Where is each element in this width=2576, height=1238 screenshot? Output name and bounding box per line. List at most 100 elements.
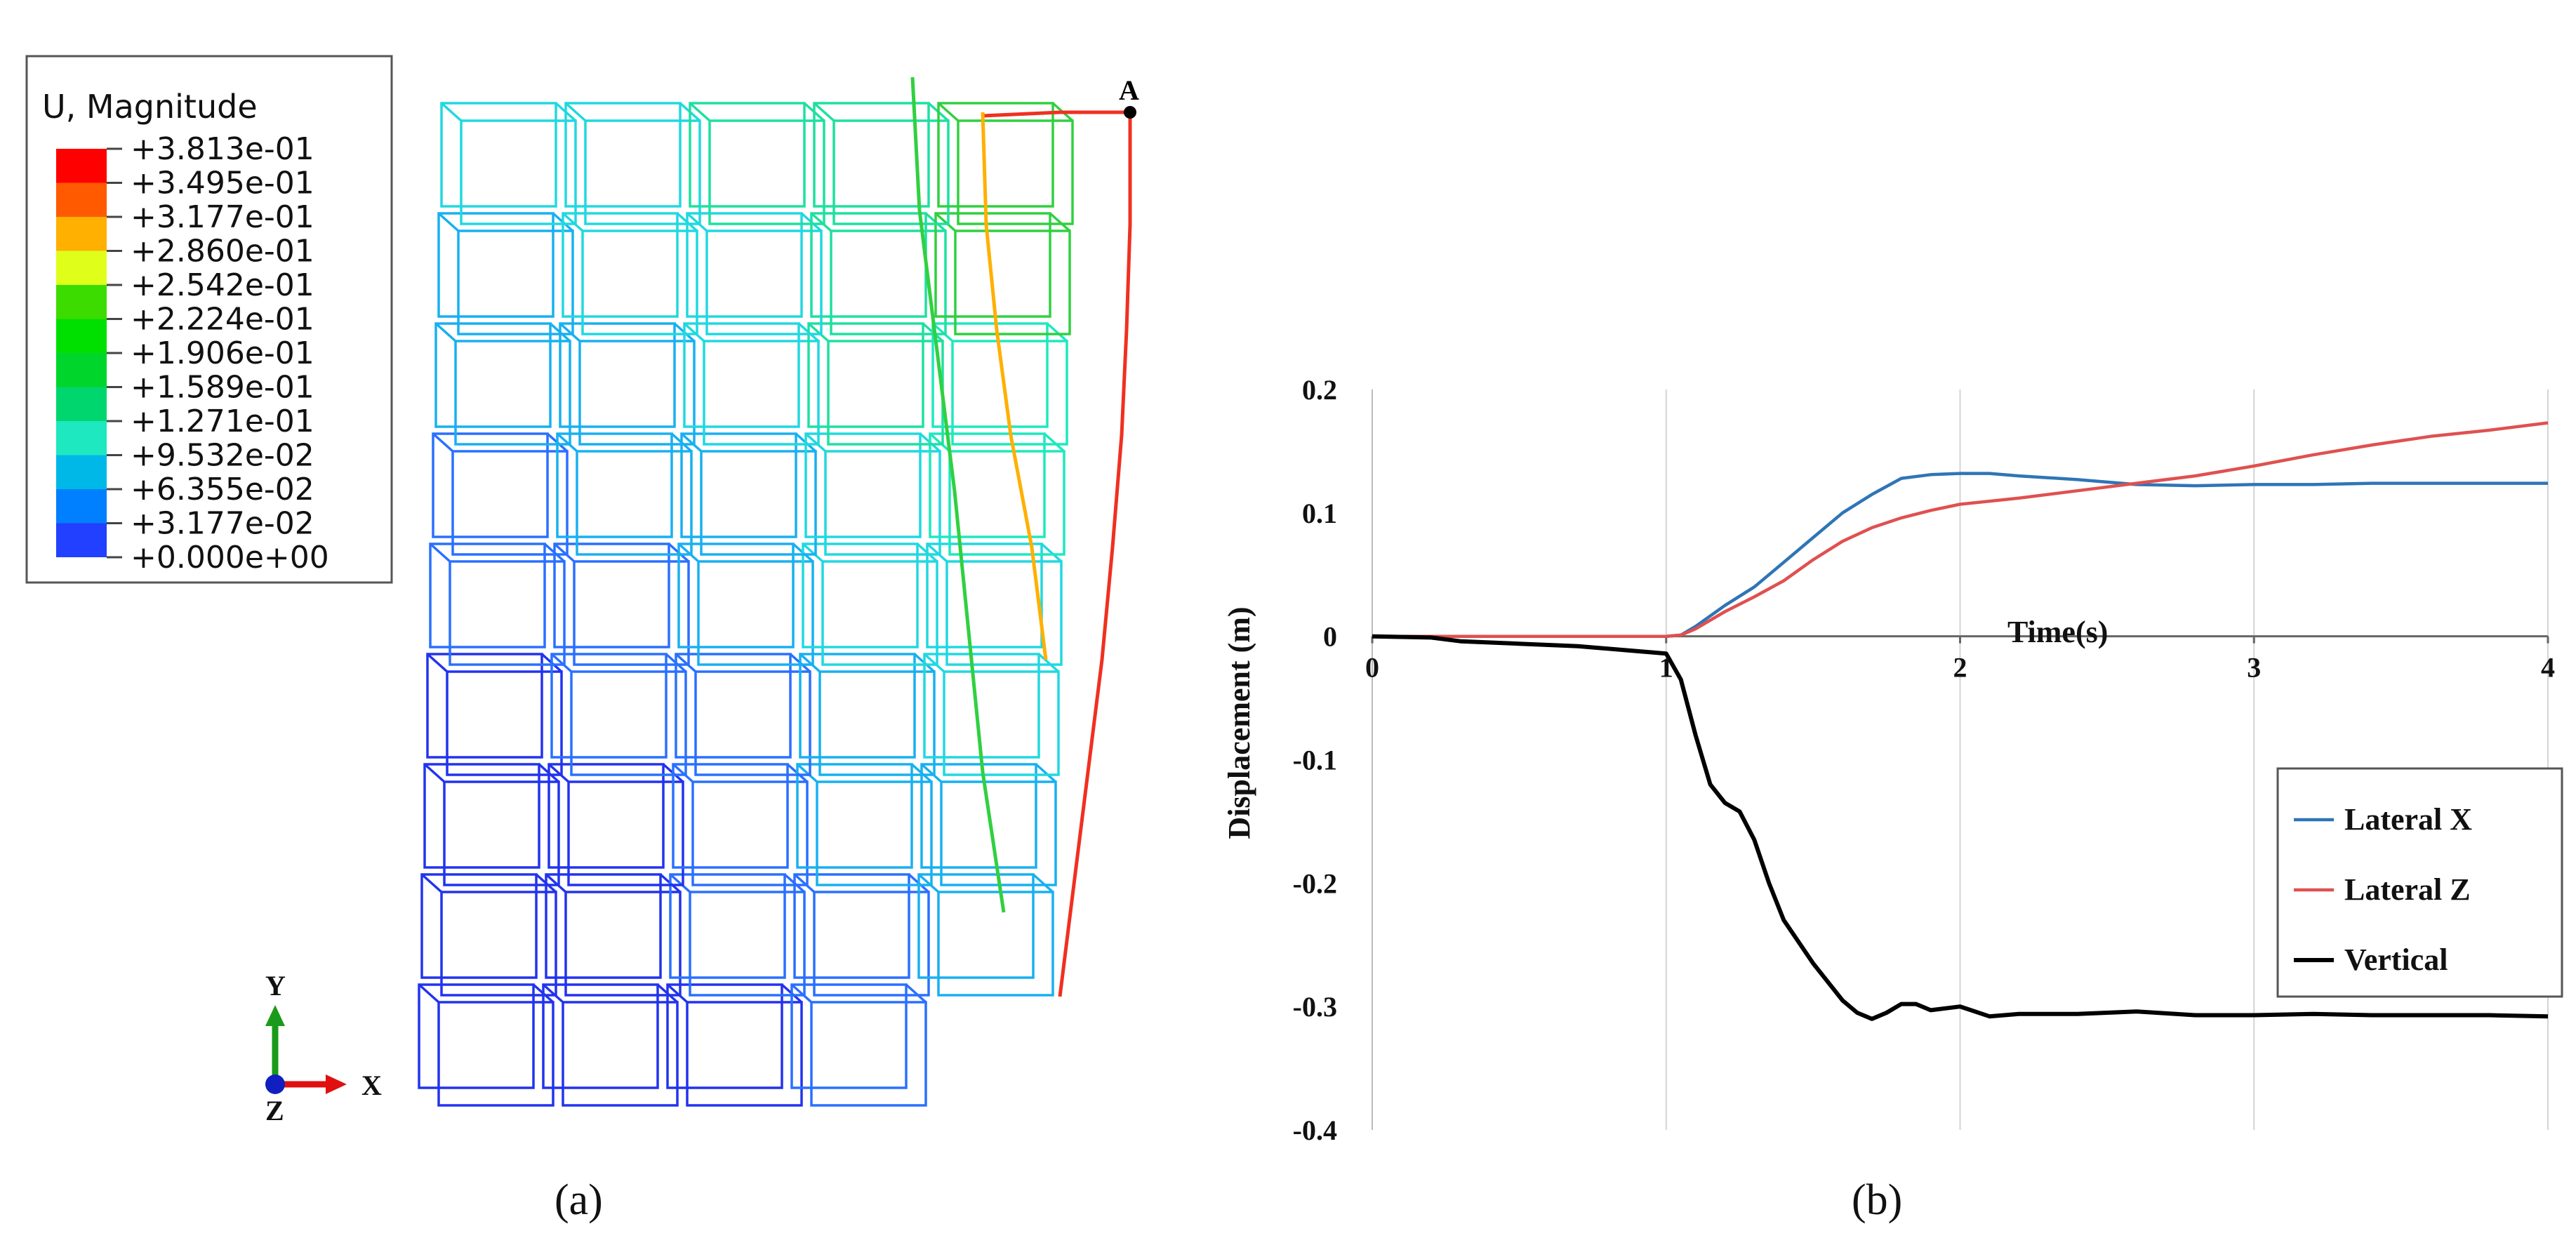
frame-beam-depth-39 [440, 102, 463, 122]
triad-y-label: Y [265, 970, 286, 1001]
x-tick-label-0: 0 [1365, 652, 1379, 684]
legend-swatch-0 [56, 149, 107, 183]
frame-beam-depth-19 [429, 543, 451, 563]
top-beam-red [982, 110, 1130, 118]
frame-bay-back-11 [672, 763, 789, 869]
frame-bay-back-17 [799, 653, 916, 759]
y-tick-labels: 0.2 0.1 0 -0.1 -0.2 -0.3 -0.4 [1293, 374, 1337, 1146]
frame-bay-front-23 [945, 560, 1063, 666]
frame-beam-depth-18 [923, 653, 945, 673]
frame-bay-front-40 [584, 119, 701, 225]
frame-bay-back-31 [683, 322, 800, 428]
frame-bay-back-22 [802, 543, 919, 648]
frame-bay-back-16 [675, 653, 792, 759]
legend-swatch-9 [56, 455, 107, 489]
frame-bay-front-19 [449, 560, 566, 666]
frame-bay-front-38 [954, 229, 1071, 335]
collapse-column-orange [981, 112, 1048, 660]
chart-legend: Lateral X Lateral Z Vertical [2276, 767, 2563, 998]
frame-bay-back-30 [559, 322, 676, 428]
frame-beam-depth-25 [556, 432, 578, 453]
frame-bay-front-27 [824, 450, 941, 556]
frame-bay-back-15 [550, 653, 668, 759]
legend-swatch-3 [56, 251, 107, 285]
frame-bay-back-21 [677, 543, 795, 648]
frame-bay-back-14 [426, 653, 543, 759]
triad-z-label: Z [265, 1095, 284, 1126]
x-tick-label-3: 3 [2247, 652, 2261, 684]
frame-bay-front-25 [576, 450, 693, 556]
frame-beam-depth-r-28 [1043, 432, 1065, 453]
triad-x-label: X [361, 1070, 382, 1101]
triad-z-origin [265, 1074, 285, 1094]
frame-beam-depth-37 [810, 212, 832, 232]
frame-bay-back-33 [931, 322, 1049, 428]
panel-a-frame-model: U, Magnitude +3.813e-01+3.495e-01+3.177e… [25, 55, 1139, 1224]
collapse-column-red [1058, 112, 1132, 997]
x-tick-label-2: 2 [1953, 652, 1967, 684]
frame-beam-depth-9 [423, 763, 446, 783]
frame-bay-front-21 [697, 560, 814, 666]
legend-swatch-11 [56, 523, 107, 557]
x-tick-label-4: 4 [2541, 652, 2555, 684]
frame-bay-back-38 [934, 212, 1051, 318]
frame-beam-depth-30 [559, 322, 581, 342]
frame-beam-depth-12 [796, 763, 818, 783]
frame-beam-depth-r-38 [1049, 212, 1071, 232]
y-tick-label-0: 0.2 [1302, 374, 1337, 406]
frame-bay-back-1 [542, 983, 659, 1089]
legend-labels: +3.813e-01+3.495e-01+3.177e-01+2.860e-01… [107, 131, 329, 575]
frame-beam-depth-31 [683, 322, 705, 342]
frame-beam-depth-29 [434, 322, 457, 342]
chart-grid [1372, 390, 2549, 1130]
legend-label-series-1: Lateral Z [2344, 872, 2471, 907]
frame-bay-back-0 [418, 983, 535, 1089]
point-a-label: A [1119, 74, 1139, 106]
frame-bay-back-40 [564, 102, 682, 208]
legend-swatch-10 [56, 489, 107, 524]
frame-bay-back-24 [432, 432, 549, 538]
frame-bay-back-9 [423, 763, 540, 869]
frame-beam-depth-42 [813, 102, 835, 122]
x-axis-label: Time(s) [2007, 615, 2108, 649]
legend-swatches [56, 149, 107, 557]
series-line-lateral-x [1372, 472, 2548, 638]
frame-beam-depth-43 [937, 102, 960, 122]
frame-bay-back-6 [669, 873, 786, 979]
frame-bay-front-30 [578, 340, 696, 446]
legend-value-8: +1.271e-01 [131, 404, 314, 439]
frame-bay-back-32 [807, 322, 924, 428]
frame-beam-depth-r-8 [1032, 873, 1054, 893]
frame-bay-front-10 [567, 780, 684, 886]
legend-swatch-6 [56, 353, 107, 387]
frame-beam-depth-28 [929, 432, 951, 453]
frame-bay-back-35 [562, 212, 679, 318]
legend-title: U, Magnitude [42, 88, 258, 126]
x-tick-label-1: 1 [1659, 652, 1673, 684]
y-tick-label-2: 0 [1323, 621, 1337, 653]
frame-beam-depth-1 [542, 983, 564, 1004]
series-line-vertical [1372, 634, 2549, 1021]
frame-bay-back-28 [929, 432, 1046, 538]
frame-bay-back-41 [689, 102, 806, 208]
frame-beam-depth-6 [669, 873, 691, 893]
legend-value-6: +1.906e-01 [131, 335, 314, 371]
legend-label-series-2: Vertical [2344, 943, 2448, 977]
frame-beam-depth-26 [680, 432, 703, 453]
legend-value-4: +2.542e-01 [131, 267, 314, 303]
frame-beam-depth-15 [550, 653, 573, 673]
frame-beam-depth-r-23 [1040, 543, 1063, 563]
frame-beam-depth-r-13 [1035, 763, 1057, 783]
frame-bay-front-8 [937, 891, 1054, 997]
frame-beam-depth-7 [793, 873, 816, 893]
frame-bay-front-26 [700, 450, 817, 556]
frame-bay-front-41 [708, 119, 825, 225]
y-axis-label: Displacement (m) [1222, 606, 1256, 839]
y-tick-label-4: -0.2 [1293, 867, 1337, 899]
frame-bay-front-28 [948, 450, 1065, 556]
frame-beam-depth-17 [799, 653, 821, 673]
y-tick-label-5: -0.3 [1293, 991, 1337, 1023]
y-tick-label-3: -0.1 [1293, 745, 1337, 776]
frame-bay-back-2 [666, 983, 783, 1089]
